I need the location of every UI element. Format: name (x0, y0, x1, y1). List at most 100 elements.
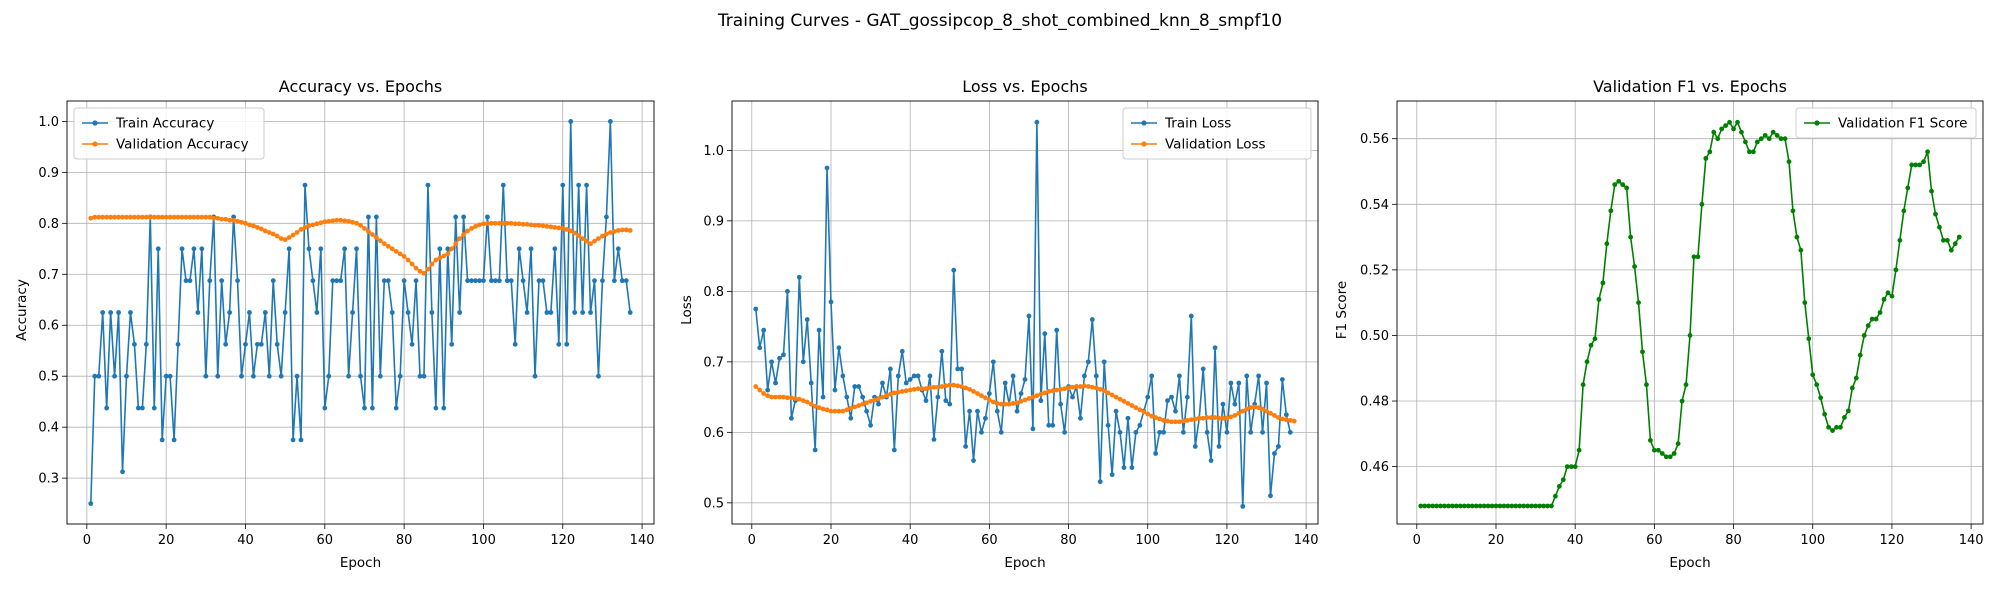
f1-validation-f1-score-point (1770, 129, 1776, 135)
loss-xlabel: Epoch (1004, 555, 1045, 571)
accuracy-train-accuracy-point (540, 278, 546, 284)
loss-validation-loss-point (1145, 411, 1151, 417)
accuracy-validation-accuracy-point (453, 241, 459, 247)
accuracy-validation-accuracy-point (258, 226, 264, 232)
accuracy-validation-accuracy-point (552, 224, 558, 230)
loss-train-loss-point (816, 327, 822, 333)
loss-validation-loss-point (1236, 410, 1242, 416)
loss-validation-loss-point (931, 384, 937, 390)
accuracy-train-accuracy-point (143, 341, 149, 347)
f1-validation-f1-score-point (1885, 290, 1891, 296)
accuracy-validation-accuracy-point (243, 220, 248, 226)
accuracy-ytick-label: 0.7 (38, 268, 59, 283)
loss-validation-loss-point (986, 397, 992, 403)
loss-train-loss-point (868, 422, 873, 428)
loss-train-loss-point (1173, 408, 1178, 414)
f1-validation-f1-score-point (1469, 503, 1475, 509)
loss-train-loss-point (1216, 444, 1222, 449)
f1-validation-f1-score-point (1948, 247, 1954, 253)
accuracy-train-accuracy-point (405, 310, 411, 315)
accuracy-validation-accuracy-point (88, 215, 94, 221)
f1-validation-f1-score-point (1442, 503, 1447, 509)
f1-validation-f1-score-point (1937, 224, 1942, 230)
f1-validation-f1-score-point (1944, 237, 1950, 243)
accuracy-validation-accuracy-point (326, 218, 332, 224)
accuracy-train-accuracy-point (496, 278, 502, 284)
loss-validation-loss-point (777, 394, 782, 400)
accuracy-train-accuracy-point (528, 246, 534, 252)
accuracy-validation-accuracy-point (457, 236, 463, 242)
f1-ytick-label: 0.48 (1360, 395, 1389, 410)
loss-train-loss-point (848, 415, 854, 421)
loss-validation-loss-point (1117, 396, 1123, 402)
loss-train-loss-point (1180, 429, 1186, 435)
loss-train-loss-point (903, 380, 909, 386)
accuracy-train-accuracy-point (512, 341, 518, 347)
accuracy-validation-accuracy-point (262, 228, 268, 234)
loss-train-loss-point (971, 458, 976, 463)
accuracy-ytick-label: 0.6 (38, 319, 59, 334)
loss-validation-loss-point (1026, 396, 1032, 401)
accuracy-train-accuracy-point (377, 373, 383, 379)
accuracy-train-accuracy-point (580, 310, 586, 315)
f1-validation-f1-score-point (1917, 162, 1923, 168)
accuracy-validation-accuracy-point (532, 222, 538, 228)
f1-validation-f1-score-point (1596, 296, 1602, 302)
loss-train-loss-point (1062, 429, 1067, 435)
loss-validation-loss-point (868, 398, 873, 404)
loss-validation-loss-point (1046, 389, 1052, 394)
loss-train-loss-point (911, 373, 917, 379)
loss-validation-loss-point (923, 386, 929, 392)
loss-train-loss-point (1153, 451, 1159, 456)
loss-train-loss-point (1030, 426, 1036, 432)
f1-validation-f1-score-point (1952, 241, 1958, 247)
accuracy-validation-accuracy-point (409, 261, 415, 267)
loss-train-loss-point (788, 415, 794, 421)
accuracy-train-accuracy-point (576, 182, 582, 188)
accuracy-train-accuracy-point (171, 437, 177, 443)
loss-validation-loss-point (1173, 419, 1178, 425)
f1-legend: Validation F1 Score (1795, 107, 1977, 139)
loss-train-loss-point (828, 299, 834, 305)
accuracy-validation-accuracy-point (429, 261, 435, 267)
accuracy-train-accuracy-point (409, 341, 415, 347)
loss-train-loss-point (947, 401, 953, 407)
loss-validation-loss-point (1200, 415, 1206, 421)
accuracy-train-accuracy-point (266, 373, 272, 379)
accuracy-validation-accuracy-point (461, 232, 467, 237)
accuracy-train-accuracy-point (227, 310, 233, 315)
accuracy-train-accuracy-point (572, 310, 578, 315)
f1-validation-f1-score-point (1418, 503, 1424, 509)
loss-xtick-label: 0 (748, 533, 756, 548)
accuracy-xtick-label: 0 (83, 533, 91, 548)
loss-validation-loss-point (769, 394, 774, 400)
loss-validation-loss-point (812, 403, 818, 409)
loss-validation-loss-point (848, 405, 854, 411)
accuracy-train-accuracy-point (548, 310, 554, 315)
loss-validation-loss-point (820, 406, 826, 412)
f1-validation-f1-score-point (1826, 424, 1831, 430)
loss-train-loss-point (959, 366, 965, 372)
loss-validation-loss-point (983, 395, 988, 401)
accuracy-validation-accuracy-point (231, 217, 236, 223)
accuracy-validation-accuracy-point (96, 214, 102, 220)
accuracy-validation-accuracy-point (108, 214, 114, 220)
accuracy-train-accuracy-point (441, 405, 447, 411)
accuracy-train-accuracy-point (112, 373, 117, 379)
accuracy-validation-accuracy-point (223, 216, 229, 222)
accuracy-series-train-accuracy (88, 118, 633, 507)
loss-validation-loss-point (1105, 390, 1111, 396)
f1-validation-f1-score-point (1620, 182, 1626, 188)
accuracy-validation-accuracy-point (417, 268, 423, 274)
f1-validation-f1-score-point (1762, 133, 1768, 138)
f1-validation-f1-score-point (1545, 503, 1550, 509)
f1-validation-f1-score-point (1703, 155, 1709, 161)
loss-validation-loss-point (1058, 386, 1064, 392)
accuracy-train-accuracy-point (235, 278, 240, 284)
f1-validation-f1-score-point (1845, 408, 1851, 414)
accuracy-train-accuracy-point (393, 405, 399, 411)
loss-train-loss-point (1224, 429, 1230, 435)
loss-validation-loss-point (907, 387, 913, 393)
accuracy-validation-accuracy-point (485, 220, 490, 226)
accuracy-train-accuracy-point (358, 373, 363, 379)
